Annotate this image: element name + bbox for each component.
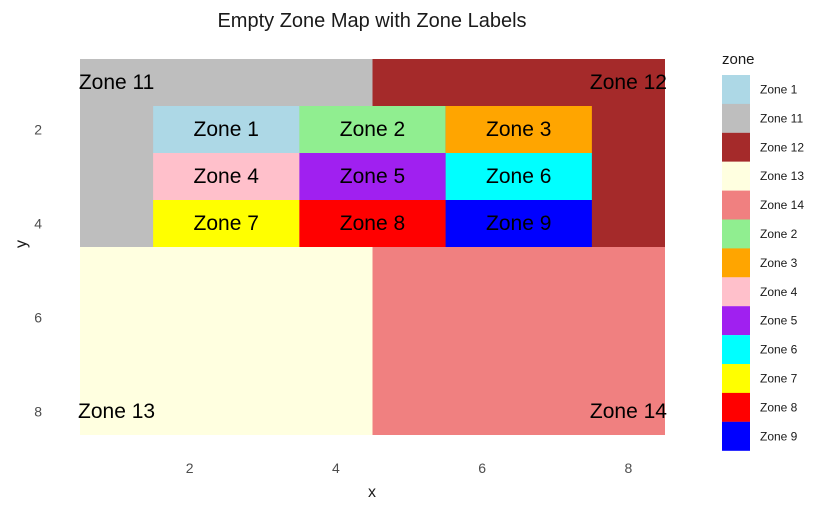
legend-key-zone-2 <box>722 219 750 249</box>
zone-label-zone-1: Zone 1 <box>194 118 259 141</box>
legend-key-zone-5 <box>722 306 750 336</box>
legend-label-zone-4: Zone 4 <box>760 285 798 299</box>
zone-label-zone-9: Zone 9 <box>486 212 551 235</box>
y-tick-label: 8 <box>34 404 42 420</box>
legend-item: Zone 7 <box>722 364 798 393</box>
legend-label-zone-9: Zone 9 <box>760 429 798 443</box>
legend-key-zone-12 <box>722 132 750 162</box>
legend-item: Zone 5 <box>722 306 798 336</box>
legend-label-zone-8: Zone 8 <box>760 400 798 414</box>
legend-item: Zone 12 <box>722 132 804 162</box>
legend-key-zone-8 <box>722 392 750 422</box>
legend-item: Zone 9 <box>722 421 798 451</box>
legend-label-zone-2: Zone 2 <box>760 227 798 241</box>
legend-key-zone-14 <box>722 190 750 220</box>
y-axis-ticks: 2 4 6 8 <box>34 122 42 420</box>
legend-item: Zone 13 <box>722 161 804 191</box>
legend-label-zone-13: Zone 13 <box>760 169 804 183</box>
zone-label-zone-12: Zone 12 <box>590 71 667 94</box>
legend-key-zone-13 <box>722 161 750 191</box>
y-tick-label: 6 <box>34 310 42 326</box>
zone-rect-zone-3 <box>445 106 592 153</box>
x-axis-ticks: 2 4 6 8 <box>186 460 633 476</box>
legend-label-zone-11: Zone 11 <box>760 111 803 125</box>
zone-label-zone-13: Zone 13 <box>78 400 155 423</box>
x-tick-label: 4 <box>332 460 340 476</box>
zone-label-zone-3: Zone 3 <box>486 118 551 141</box>
legend-label-zone-7: Zone 7 <box>760 372 798 386</box>
zone-label-zone-8: Zone 8 <box>340 212 405 235</box>
legend-key-zone-6 <box>722 335 750 365</box>
zone-rect-zone-14 <box>372 247 665 435</box>
legend-item: Zone 8 <box>722 392 798 422</box>
zone-rect-zone-2 <box>299 106 446 153</box>
legend-item: Zone 14 <box>722 190 804 220</box>
zone-label-zone-11: Zone 11 <box>79 71 155 94</box>
legend-item: Zone 6 <box>722 335 798 365</box>
legend-item: Zone 4 <box>722 277 798 307</box>
legend-label-zone-1: Zone 1 <box>760 83 798 97</box>
legend-label-zone-5: Zone 5 <box>760 314 798 328</box>
y-tick-label: 4 <box>34 216 42 232</box>
y-axis-label: y <box>13 240 30 248</box>
legend-title: zone <box>722 51 755 68</box>
zone-label-zone-4: Zone 4 <box>194 165 260 188</box>
zone-rect-zone-8 <box>299 200 446 247</box>
zone-rect-zone-9 <box>445 200 592 247</box>
legend-label-zone-6: Zone 6 <box>760 343 798 357</box>
y-tick-label: 2 <box>34 122 42 138</box>
zone-label-zone-5: Zone 5 <box>340 165 405 188</box>
chart-title: Empty Zone Map with Zone Labels <box>217 10 526 32</box>
legend-item: Zone 2 <box>722 219 798 249</box>
zone-rect-zone-4 <box>153 153 300 200</box>
zone-rect-zone-1 <box>153 106 300 153</box>
legend-item: Zone 1 <box>722 75 798 104</box>
legend-key-zone-1 <box>722 75 750 104</box>
legend-key-zone-9 <box>722 421 750 451</box>
x-tick-label: 6 <box>478 460 486 476</box>
x-axis-label: x <box>368 484 376 501</box>
x-tick-label: 8 <box>625 460 633 476</box>
zone-label-zone-7: Zone 7 <box>194 212 259 235</box>
legend-label-zone-14: Zone 14 <box>760 198 804 212</box>
zones-layer <box>80 59 665 435</box>
legend-key-zone-11 <box>722 103 750 133</box>
x-tick-label: 2 <box>186 460 194 476</box>
legend-key-zone-4 <box>722 277 750 307</box>
legend-items: Zone 1 Zone 11 Zone 12 Zone 13 Zone 14 Zone 2… <box>722 75 804 451</box>
zone-label-zone-6: Zone 6 <box>486 165 551 188</box>
zone-label-zone-14: Zone 14 <box>590 400 667 423</box>
legend-label-zone-3: Zone 3 <box>760 256 798 270</box>
zone-rect-zone-5 <box>299 153 446 200</box>
zone-label-zone-2: Zone 2 <box>340 118 405 141</box>
zone-rect-zone-7 <box>153 200 300 247</box>
legend-item: Zone 11 <box>722 103 803 133</box>
legend-label-zone-12: Zone 12 <box>760 140 804 154</box>
legend-item: Zone 3 <box>722 248 798 278</box>
zone-rect-zone-13 <box>80 247 373 435</box>
zone-labels-layer: Zone 1 Zone 2 Zone 3 Zone 4 Zone 5 Zone 6 Zone… <box>78 71 667 423</box>
zone-rect-zone-6 <box>445 153 592 200</box>
legend-key-zone-7 <box>722 364 750 393</box>
legend-key-zone-3 <box>722 248 750 278</box>
